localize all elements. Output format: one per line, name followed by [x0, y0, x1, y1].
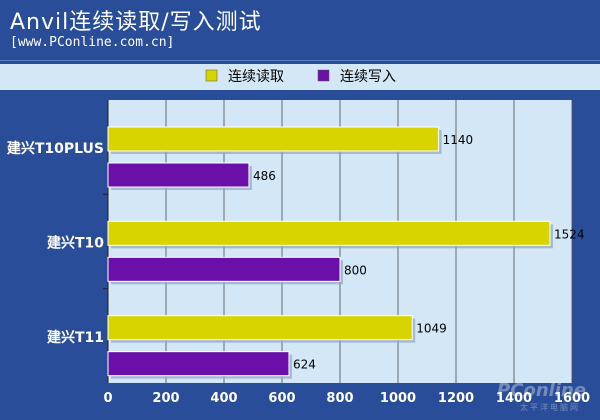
x-tick-label: 0: [103, 391, 112, 406]
category-label: 建兴T10PLUS: [7, 140, 104, 157]
x-tick-label: 1600: [554, 391, 590, 406]
x-tick-label: 200: [152, 391, 179, 406]
x-tick-label: 1400: [496, 391, 532, 406]
category-label: 建兴T10: [47, 235, 104, 252]
data-label: 486: [253, 169, 276, 183]
data-label: 1524: [554, 227, 585, 241]
bar: [107, 315, 413, 341]
header-divider: [0, 60, 600, 61]
x-tick-label: 600: [268, 391, 295, 406]
page-title: Anvil连续读取/写入测试: [10, 10, 262, 35]
category-label: 建兴T11: [47, 329, 104, 346]
bar: [107, 220, 551, 246]
x-tick-label: 400: [210, 391, 237, 406]
data-label: 1049: [416, 322, 447, 336]
watermark-logo: PConline: [497, 380, 586, 401]
legend-label-1: 连续读取: [228, 68, 284, 85]
data-label: 1140: [443, 133, 474, 147]
x-tick-label: 800: [326, 391, 353, 406]
x-tick-label: 1000: [380, 391, 416, 406]
bar: [107, 126, 440, 152]
x-tick-label: 1200: [438, 391, 474, 406]
data-label: 624: [293, 358, 316, 372]
bar: [107, 162, 250, 188]
legend-label-2: 连续写入: [340, 68, 396, 85]
watermark-sub: 太平洋电脑网: [520, 403, 580, 412]
legend-swatch-1: [205, 69, 218, 82]
bar: [107, 351, 290, 377]
data-label: 800: [344, 263, 367, 277]
legend-panel: [0, 64, 600, 90]
bar: [107, 256, 341, 282]
legend-swatch-2: [317, 69, 330, 82]
source-url: [www.PConline.com.cn]: [10, 35, 175, 50]
